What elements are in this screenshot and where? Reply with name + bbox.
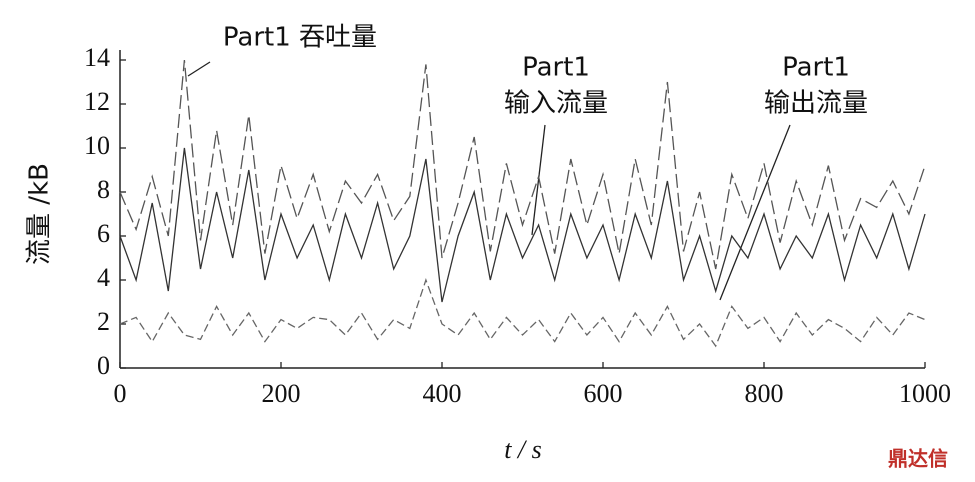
y-tick-label: 2 (97, 307, 110, 336)
series-line (119, 147, 926, 303)
y-tick-label: 0 (97, 351, 110, 380)
x-tick-label: 800 (745, 379, 784, 408)
annotation: 输入流量 (504, 89, 608, 119)
y-tick-label: 6 (97, 219, 110, 248)
series-line (119, 59, 926, 270)
x-tick-label: 1000 (899, 379, 951, 408)
y-tick-label: 10 (84, 131, 110, 160)
x-tick-label: 400 (423, 379, 462, 408)
y-axis-label: 流量 /kB (25, 163, 55, 265)
x-axis-label: t / s (504, 435, 542, 464)
annotation: Part1 (782, 53, 850, 83)
annotation-pointer (719, 124, 791, 301)
x-tick-label: 600 (584, 379, 623, 408)
annotation: Part1 吞吐量 (223, 23, 377, 53)
annotation: Part1 (522, 53, 590, 83)
x-tick-label: 200 (262, 379, 301, 408)
annotation-pointer (531, 124, 546, 236)
y-tick-label: 14 (84, 43, 110, 72)
annotation-pointer (187, 61, 211, 77)
x-tick-label: 0 (114, 379, 127, 408)
annotation: 输出流量 (764, 89, 868, 119)
y-tick-label: 4 (97, 263, 110, 292)
y-tick-label: 8 (97, 175, 110, 204)
y-tick-label: 12 (84, 87, 110, 116)
watermark: 鼎达信 (888, 447, 948, 471)
series-line (119, 278, 926, 348)
